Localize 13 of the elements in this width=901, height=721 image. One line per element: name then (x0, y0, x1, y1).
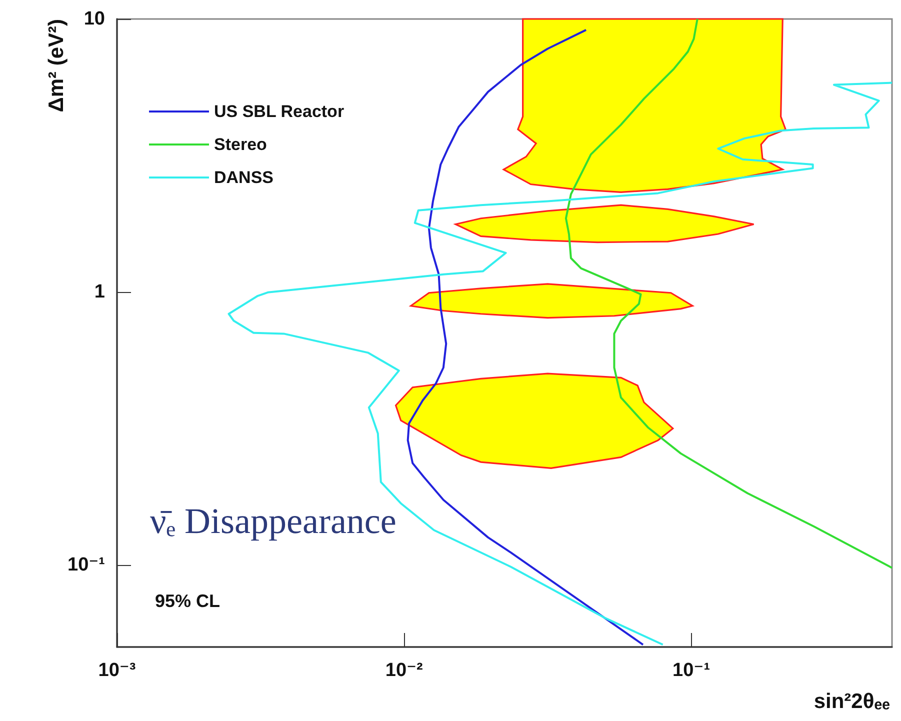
legend-label: Stereo (214, 135, 267, 154)
x-tick-label: 10⁻¹ (672, 660, 710, 681)
legend-label: DANSS (214, 168, 274, 187)
y-tick-label: 10 (84, 8, 105, 30)
y-tick-label: 10⁻¹ (68, 554, 105, 576)
x-axis-title: sin²2θₑₑ (814, 690, 890, 713)
y-tick-label: 1 (94, 281, 106, 302)
legend-label: US SBL Reactor (214, 102, 344, 121)
y-axis-title: Δm² (eV²) (45, 19, 68, 112)
annotation: ν̄ₑ Disappearance (150, 501, 396, 541)
x-tick-label: 10⁻² (385, 660, 423, 681)
x-tick-label: 10⁻³ (98, 660, 136, 681)
annotation: 95% CL (155, 591, 220, 611)
